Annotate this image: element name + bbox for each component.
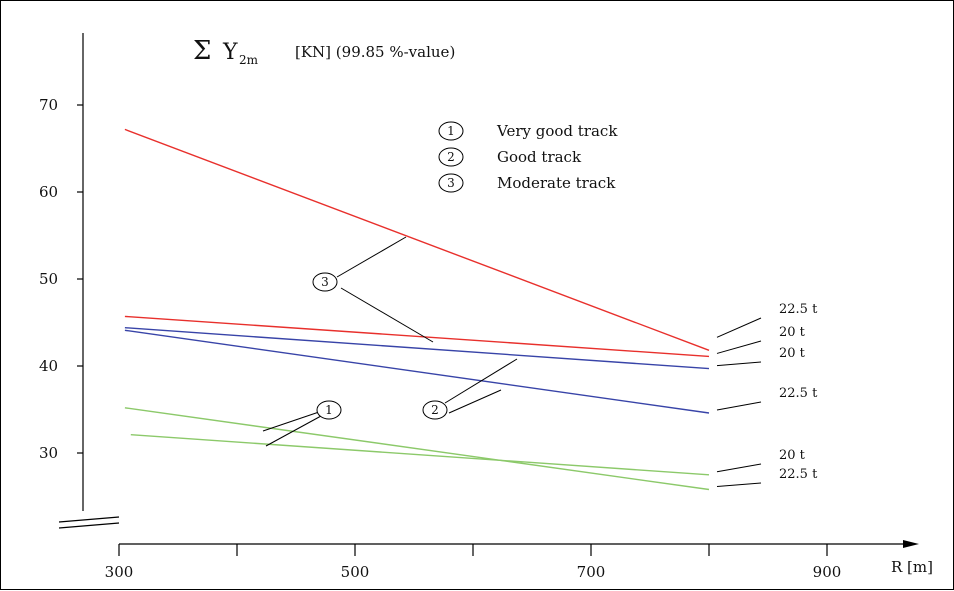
end-label-leader xyxy=(716,482,762,488)
legend-label: Moderate track xyxy=(497,174,616,192)
end-label: 20 t xyxy=(779,448,806,463)
end-label: 20 t xyxy=(779,325,806,340)
title-unit: [KN] (99.85 %-value) xyxy=(295,43,455,61)
x-tick-label: 300 xyxy=(105,563,134,581)
marker-3-circle xyxy=(312,272,338,292)
series-line xyxy=(124,327,710,370)
pointer-line xyxy=(448,389,502,414)
x-axis-arrow xyxy=(903,540,919,548)
x-tick-label: 900 xyxy=(813,563,842,581)
legend-marker xyxy=(438,173,464,193)
series-line xyxy=(124,315,710,358)
legend-marker xyxy=(438,147,464,167)
series-line xyxy=(124,329,710,414)
pointer-line xyxy=(336,236,407,278)
marker-1-text: 1 xyxy=(325,403,333,417)
pointer-line xyxy=(262,411,320,432)
end-label: 22.5 t xyxy=(779,302,818,317)
title-variable: Y xyxy=(222,40,238,65)
axes: 30 40 50 60 70 300 500 700 900 xyxy=(39,33,919,581)
pointer-line xyxy=(340,287,434,343)
legend-marker-text: 1 xyxy=(447,124,455,138)
x-axis-label: R [m] xyxy=(891,558,933,576)
series-layer: 22.5 t 20 t 20 t 22.5 t 20 t 22.5 t xyxy=(124,128,818,491)
pointer-layer: 3 2 1 xyxy=(262,236,518,447)
legend: 1 Very good track 2 Good track 3 Moderate tra… xyxy=(438,121,618,193)
end-label: 20 t xyxy=(779,346,806,361)
legend-label: Good track xyxy=(497,148,582,166)
chart-title: Σ Y 2m [KN] (99.85 %-value) xyxy=(193,36,455,67)
title-subscript: 2m xyxy=(239,53,259,67)
series-line xyxy=(124,407,710,491)
y-tick-label: 70 xyxy=(39,96,58,114)
end-label-leader xyxy=(716,463,762,473)
legend-marker-text: 3 xyxy=(447,176,455,190)
marker-3-text: 3 xyxy=(321,275,329,289)
end-label-leader xyxy=(716,317,762,338)
marker-2-text: 2 xyxy=(431,403,439,417)
end-label-leader xyxy=(716,361,762,367)
title-symbol: Σ xyxy=(193,36,211,66)
end-label: 22.5 t xyxy=(779,386,818,401)
axis-break-mark xyxy=(58,516,120,523)
end-label-leader xyxy=(716,340,762,354)
legend-marker-text: 2 xyxy=(447,150,455,164)
pointer-line xyxy=(444,358,518,404)
x-tick-label: 700 xyxy=(577,563,606,581)
y-tick-label: 60 xyxy=(39,183,58,201)
marker-1-circle xyxy=(316,400,342,420)
x-tick-label: 500 xyxy=(341,563,370,581)
y-tick-label: 50 xyxy=(39,270,58,288)
y-tick-label: 30 xyxy=(39,444,58,462)
y-tick-label: 40 xyxy=(39,357,58,375)
legend-label: Very good track xyxy=(496,122,618,140)
end-label-leader xyxy=(716,401,762,411)
pointer-line xyxy=(265,415,322,447)
series-line xyxy=(124,128,710,351)
end-label: 22.5 t xyxy=(779,467,818,482)
legend-marker xyxy=(438,121,464,141)
marker-2-circle xyxy=(422,400,448,420)
series-line xyxy=(130,434,710,476)
axis-break-mark xyxy=(58,522,120,529)
